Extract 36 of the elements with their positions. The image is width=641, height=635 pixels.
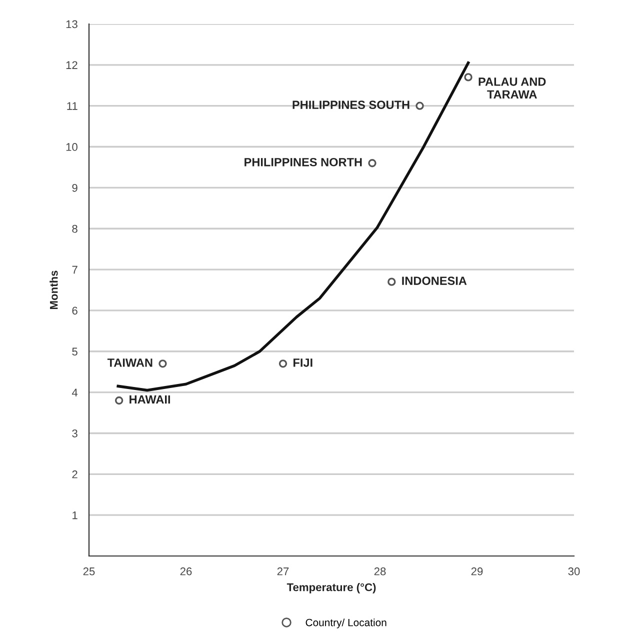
x-tick-label: 25 <box>83 567 95 576</box>
point <box>158 360 167 368</box>
x-axis-title: Temperature (°C) <box>286 583 376 594</box>
x-tick-label: 26 <box>180 567 192 576</box>
y-tick-label: 13 <box>66 20 78 28</box>
annotation: PHILIPPINES NORTH <box>244 158 362 166</box>
legend-label: Country/ Location <box>306 618 386 628</box>
y-tick-label: 5 <box>72 348 78 356</box>
point <box>114 396 124 405</box>
y-tick-label: 12 <box>66 61 78 69</box>
y-tick-label: 3 <box>72 430 78 438</box>
y-tick-label: 7 <box>72 266 78 274</box>
annotation: TAIWAN <box>107 358 152 367</box>
y-tick-label: 6 <box>72 306 78 315</box>
point <box>388 278 396 286</box>
annotation: HAWAII <box>130 395 170 404</box>
y-tick-label: 2 <box>72 470 78 478</box>
annotation: PALAU AND TARAWA <box>478 78 546 98</box>
y-axis-title: Months <box>50 270 58 310</box>
y-tick-label: 11 <box>67 102 78 110</box>
y-tick-label: 9 <box>72 184 78 192</box>
point <box>278 360 288 368</box>
y-tick-label: 1 <box>72 511 78 520</box>
point <box>368 159 376 168</box>
y-tick-label: 8 <box>72 224 78 233</box>
annotation: INDONESIA <box>402 276 467 285</box>
point <box>416 102 424 110</box>
y-tick-label: 10 <box>66 143 78 151</box>
x-tick-label: 30 <box>568 567 580 576</box>
point <box>464 73 472 82</box>
x-tick-label: 29 <box>471 567 483 576</box>
x-tick-label: 27 <box>277 567 289 576</box>
annotation: FIJI <box>294 358 312 367</box>
y-tick-label: 4 <box>72 388 78 396</box>
annotation: PHILIPPINES SOUTH <box>292 100 410 110</box>
x-tick-label: 28 <box>374 567 386 576</box>
